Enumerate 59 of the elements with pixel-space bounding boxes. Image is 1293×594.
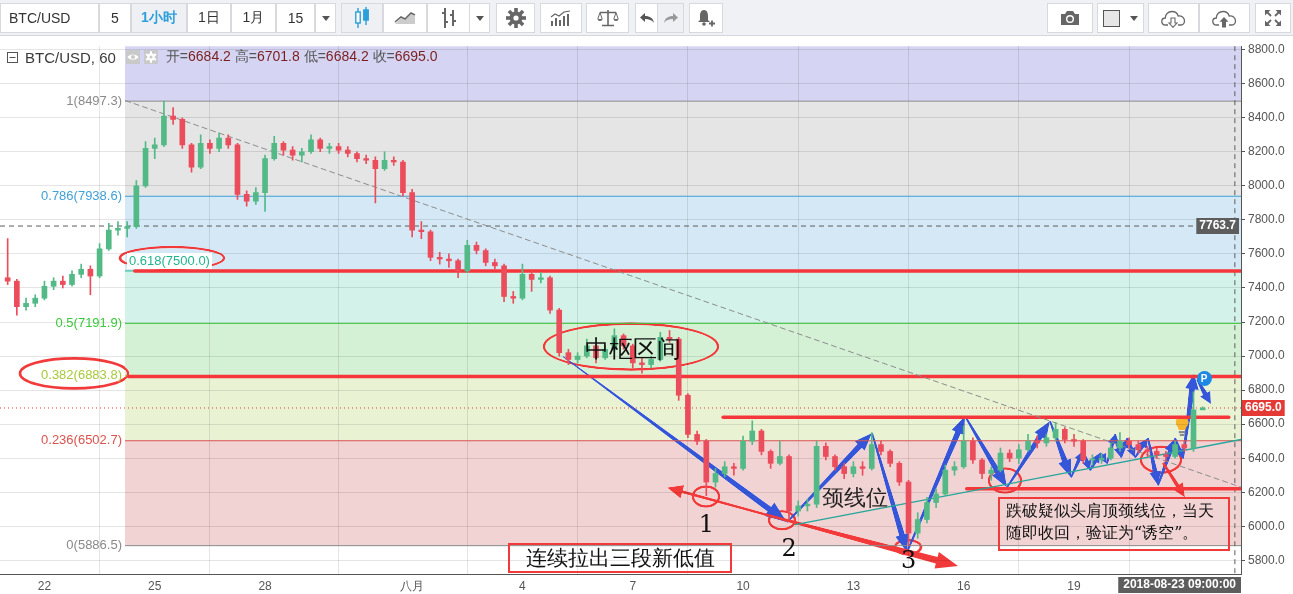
chart-title: BTC/USD, 60 (25, 48, 116, 66)
candlestick (1163, 451, 1169, 462)
series-label: 颈线位 (822, 484, 889, 510)
note-box: 跌破疑似头肩顶颈线位，当天随即收回，验证为“诱空”。 (998, 497, 1230, 552)
x-tick-label: 10 (736, 578, 751, 593)
y-tick-label: 7000.0 (1248, 348, 1286, 363)
x-tick-label: 25 (148, 578, 162, 593)
y-tick-label: 8600.0 (1248, 75, 1286, 90)
chart-subtitle: 开=6684.2 高=6701.8 低=6684.2 收=6695.0 (165, 48, 438, 64)
x-tick-label: 7 (629, 578, 637, 593)
y-tick-label: 8200.0 (1248, 144, 1286, 159)
annotation: 2 (781, 533, 797, 562)
y-tick-label: 7800.0 (1248, 212, 1286, 227)
button: 1月 (231, 3, 276, 33)
button: 5 (99, 3, 131, 33)
candlestick (731, 463, 737, 476)
annotation: 1 (698, 509, 714, 538)
y-tick-label: 8400.0 (1248, 110, 1286, 125)
y-tick-label: 6000.0 (1248, 518, 1286, 533)
y-tick-label: 6800.0 (1248, 382, 1286, 397)
candlestick (510, 291, 517, 304)
x-tick-label: 28 (258, 578, 273, 593)
x-tick-label: 22 (37, 578, 52, 593)
annotation: 连续拉出三段新低值 (525, 546, 715, 571)
ref-line-label: 2018-08-23 09:00:00 (1123, 577, 1237, 592)
candlestick (363, 154, 369, 165)
note-box: 连续拉出三段新低值 (508, 543, 732, 574)
ref-line-label: 0(5886.5) (66, 537, 122, 553)
ref-line-label: 7763.7 (1199, 218, 1237, 233)
ref-line-label: 6695.0 (1245, 400, 1283, 415)
y-tick-label: 5800.0 (1248, 552, 1286, 567)
x-tick-label: 19 (1067, 578, 1081, 593)
ref-line-label: 0.618(7500.0) (129, 252, 210, 268)
candlestick (124, 221, 130, 238)
ref-line-label: 1(8497.3) (66, 92, 122, 108)
ref-line-label: 0.5(7191.9) (55, 314, 122, 330)
y-tick-label: 7200.0 (1248, 314, 1286, 329)
annotation: P (1200, 372, 1208, 384)
ref-line-label: 0.382(6883.8) (41, 367, 122, 383)
x-tick-label: 13 (846, 578, 861, 593)
y-tick-label: 6600.0 (1248, 416, 1286, 431)
x-tick-label: 16 (957, 578, 971, 593)
y-tick-label: 8000.0 (1248, 178, 1286, 193)
button: 1小时 (131, 3, 187, 33)
ref-line-label: 0.786(7938.6) (41, 187, 122, 203)
text-field: BTC/USD (0, 3, 99, 33)
y-tick-label: 7600.0 (1248, 246, 1286, 261)
y-tick-label: 6200.0 (1248, 484, 1286, 499)
candlestick (1071, 434, 1077, 447)
x-tick-label: 八月 (400, 578, 425, 593)
ref-line-label: 0.236(6502.7) (41, 432, 122, 448)
annotation: 跌破疑似头肩顶颈线位，当天随即收回，验证为“诱空”。 (1006, 501, 1214, 543)
button: 15 (276, 3, 315, 33)
y-tick-label: 6400.0 (1248, 450, 1286, 465)
y-tick-label: 7400.0 (1248, 280, 1286, 295)
y-tick-label: 8800.0 (1248, 41, 1286, 56)
candlestick (538, 272, 544, 284)
button: 1日 (187, 3, 231, 33)
x-tick-label: 4 (519, 578, 527, 593)
